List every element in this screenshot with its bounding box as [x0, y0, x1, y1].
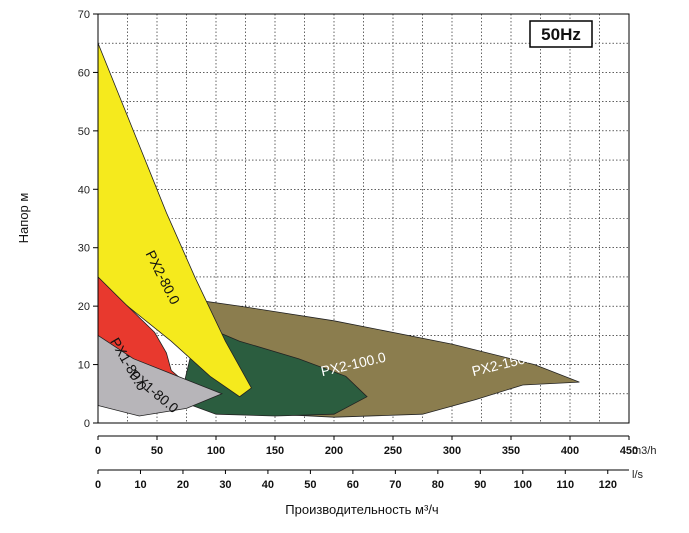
flow-tick-label: 0 — [95, 445, 101, 457]
flow-tick-label: 120 — [599, 479, 617, 491]
flow-tick-label: 50 — [304, 479, 316, 491]
flow-unit-label: l/s — [632, 469, 644, 481]
flow-tick-label: 300 — [443, 445, 461, 457]
x-axis-title: Производительность м³/ч — [285, 502, 438, 517]
flow-tick-label: 50 — [151, 445, 163, 457]
flow-tick-label: 90 — [474, 479, 486, 491]
flow-tick-label: 0 — [95, 479, 101, 491]
flow-tick-label: 250 — [384, 445, 402, 457]
flow-tick-label: 400 — [561, 445, 579, 457]
performance-regions — [98, 43, 580, 418]
flow-tick-label: 80 — [432, 479, 444, 491]
flow-tick-label: 450 — [620, 445, 638, 457]
flow-tick-label: 10 — [134, 479, 146, 491]
y-tick-label: 20 — [78, 301, 90, 313]
y-tick-label: 60 — [78, 67, 90, 79]
flow-tick-label: 100 — [514, 479, 532, 491]
flow-tick-label: 40 — [262, 479, 274, 491]
frequency-label: 50Hz — [541, 25, 581, 44]
flow-tick-label: 30 — [219, 479, 231, 491]
flow-tick-label: 20 — [177, 479, 189, 491]
y-tick-label: 10 — [78, 360, 90, 372]
y-tick-label: 50 — [78, 126, 90, 138]
y-axis-title: Напор м — [16, 193, 31, 244]
flow-unit-label: m3/h — [632, 445, 656, 457]
y-tick-label: 0 — [84, 418, 90, 430]
flow-tick-label: 150 — [266, 445, 284, 457]
frequency-box — [529, 20, 593, 48]
flow-tick-label: 200 — [325, 445, 343, 457]
plot-frame — [97, 13, 630, 424]
flow-tick-label: 350 — [502, 445, 520, 457]
y-tick-label: 70 — [78, 9, 90, 21]
y-axis-ticks: 0 10 20 30 40 50 60 70 — [78, 9, 98, 430]
y-tick-label: 40 — [78, 184, 90, 196]
frequency-annotation: 50Hz — [529, 20, 593, 48]
flow-tick-label: 100 — [207, 445, 225, 457]
y-tick-label: 30 — [78, 243, 90, 255]
region-px1-80-0 — [98, 334, 223, 417]
flow-tick-label: 70 — [389, 479, 401, 491]
flow-tick-label: 60 — [347, 479, 359, 491]
flow-tick-label: 110 — [556, 479, 574, 491]
